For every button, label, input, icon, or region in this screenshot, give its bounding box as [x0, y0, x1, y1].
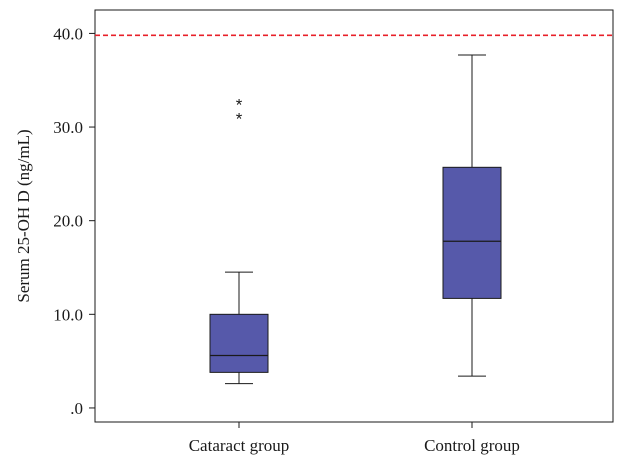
y-tick-label: 20.0 — [53, 212, 83, 231]
box-series: ** — [209, 54, 502, 385]
y-axis-title: Serum 25-OH D (ng/mL) — [14, 129, 33, 302]
box-plot-group: ** — [209, 96, 269, 385]
box-plot-group — [442, 54, 502, 377]
x-tick-label: Control group — [424, 436, 520, 455]
y-tick-label: .0 — [70, 399, 83, 418]
x-tick-label: Cataract group — [189, 436, 290, 455]
y-axis: .0 10.0 20.0 30.0 40.0 — [53, 24, 95, 418]
y-tick-label: 30.0 — [53, 118, 83, 137]
x-axis: Cataract group Control group — [189, 422, 520, 455]
plot-frame — [94, 9, 614, 423]
y-tick-label: 40.0 — [53, 24, 83, 43]
outlier-marker: * — [236, 110, 243, 129]
outlier-marker: * — [236, 96, 243, 115]
iqr-box — [209, 313, 269, 373]
iqr-box — [442, 166, 502, 299]
y-tick-label: 10.0 — [53, 305, 83, 324]
